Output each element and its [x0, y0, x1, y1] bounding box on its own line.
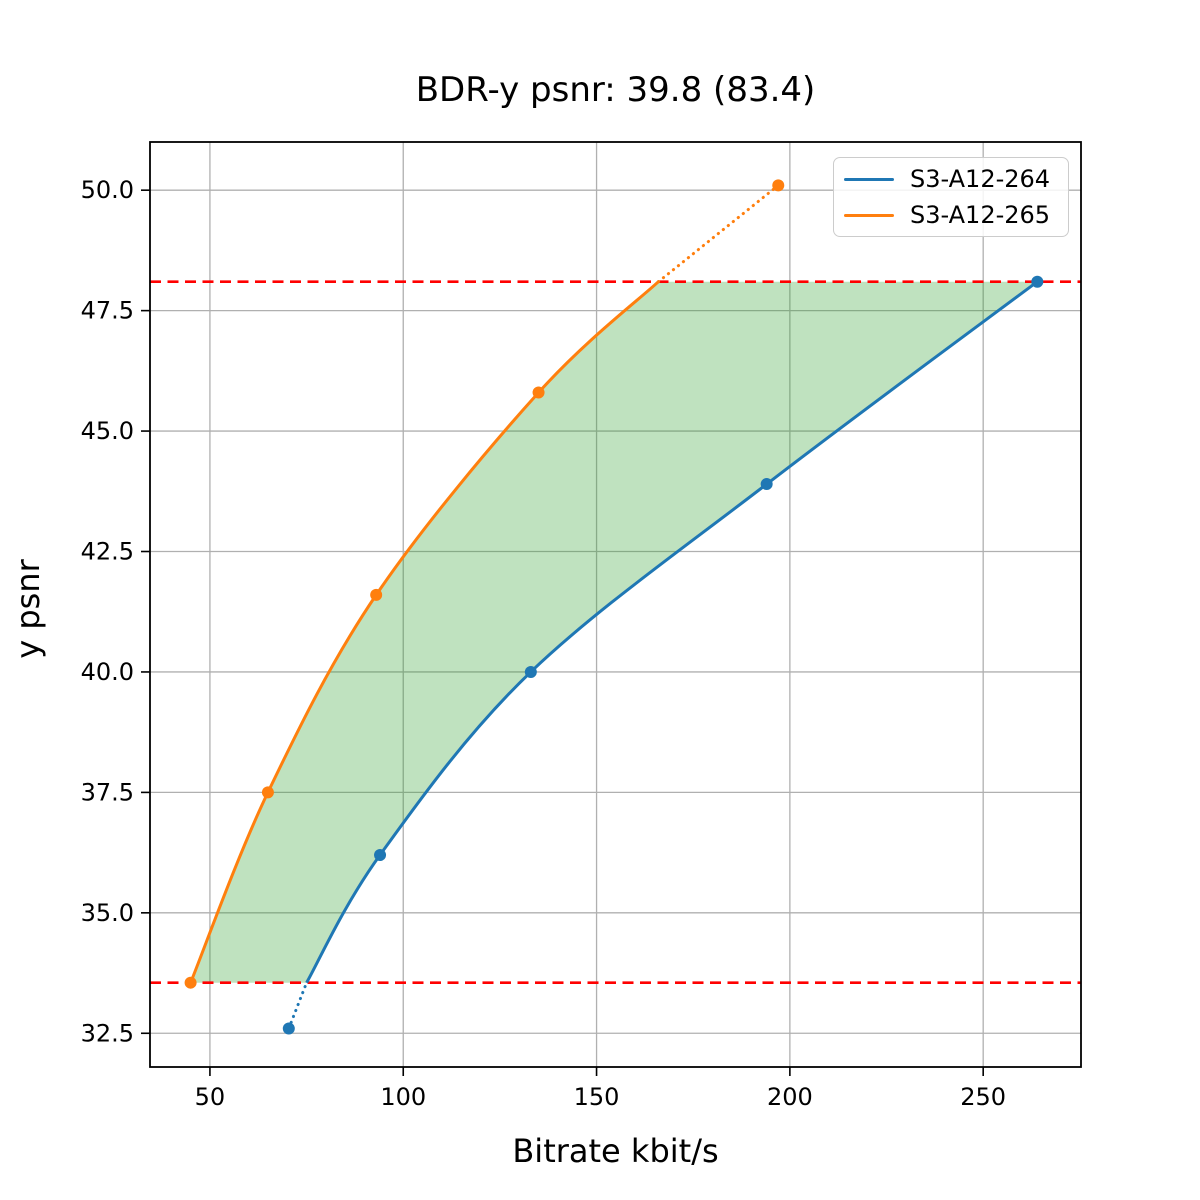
x-tick-label: 150	[574, 1083, 620, 1111]
series-marker-S3-A12-264	[760, 478, 773, 491]
x-axis-label: Bitrate kbit/s	[512, 1132, 719, 1170]
ticks	[141, 189, 984, 1076]
legend-entry: S3-A12-264	[844, 162, 1058, 196]
y-tick-label: 40.0	[81, 658, 134, 686]
y-tick-label: 32.5	[81, 1019, 134, 1047]
series-marker-S3-A12-264	[1031, 275, 1044, 288]
series-marker-S3-A12-265	[772, 179, 785, 192]
series-line-S3-A12-264	[305, 280, 1039, 984]
series-marker-S3-A12-265	[532, 386, 545, 399]
legend-label: S3-A12-265	[910, 201, 1051, 229]
x-tick-label: 200	[767, 1083, 813, 1111]
legend-entry: S3-A12-265	[844, 198, 1058, 232]
axes-spines	[149, 141, 1082, 1068]
y-tick-label: 35.0	[81, 899, 134, 927]
y-tick-label: 42.5	[81, 538, 134, 566]
series-marker-S3-A12-264	[524, 665, 537, 678]
x-tick-label: 250	[960, 1083, 1006, 1111]
series-dotted-S3-A12-264	[287, 981, 309, 1030]
legend-line-swatch	[844, 177, 894, 181]
y-tick-label: 37.5	[81, 778, 134, 806]
series-marker-S3-A12-264	[374, 849, 387, 862]
series-marker-S3-A12-265	[184, 976, 197, 989]
gridlines	[150, 142, 1081, 1067]
legend: S3-A12-264 S3-A12-265	[833, 157, 1069, 237]
y-tick-label: 47.5	[81, 297, 134, 325]
bd-fill-region	[190, 281, 1038, 983]
series-marker-S3-A12-265	[370, 588, 383, 601]
x-tick-label: 50	[195, 1083, 226, 1111]
y-tick-label: 50.0	[81, 176, 134, 204]
tick-labels: 50 100 150 200 250 32.5 35.0 37.5 40.0 42.5 45.0 47…	[81, 176, 1007, 1111]
y-tick-label: 45.0	[81, 417, 134, 445]
legend-line-swatch	[844, 213, 894, 217]
series-marker-S3-A12-264	[282, 1022, 295, 1035]
series-dotted-S3-A12-265	[656, 183, 780, 284]
x-tick-label: 100	[380, 1083, 426, 1111]
chart-title: BDR-y psnr: 39.8 (83.4)	[415, 70, 816, 110]
legend-label: S3-A12-264	[910, 165, 1051, 193]
series-marker-S3-A12-265	[261, 786, 274, 799]
